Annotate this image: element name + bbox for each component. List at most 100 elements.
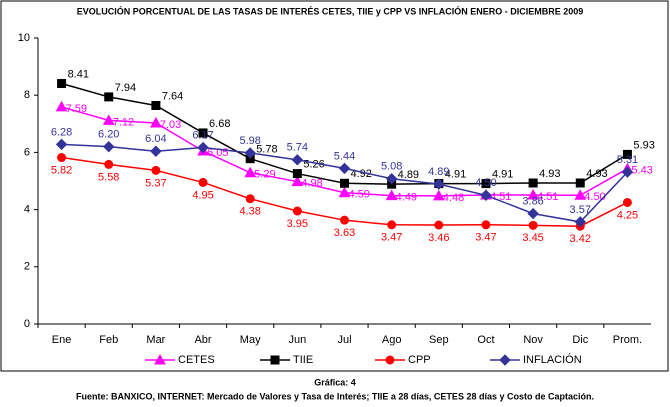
marker (292, 206, 302, 216)
data-label: 4.91 (445, 168, 466, 180)
marker (198, 128, 208, 138)
data-label: 6.68 (209, 118, 230, 130)
data-label: 3.63 (334, 227, 355, 239)
marker (574, 189, 587, 200)
data-label: 5.58 (98, 171, 119, 183)
legend-label: TIIE (293, 354, 313, 366)
marker (151, 100, 161, 110)
legend-label: CETES (178, 354, 215, 366)
marker (244, 147, 256, 159)
marker (340, 215, 349, 225)
marker (432, 189, 445, 201)
marker (385, 189, 398, 201)
data-label: 5.98 (239, 135, 260, 147)
data-label: 3.47 (381, 232, 402, 244)
x-tick-label: Ago (382, 334, 402, 346)
x-tick-label: Nov (523, 334, 543, 346)
marker (621, 166, 634, 178)
chart-title: EVOLUCIÓN PORCENTUAL DE LAS TASAS DE INT… (77, 5, 584, 16)
data-label: 4.50 (475, 177, 496, 189)
data-label: 5.93 (633, 139, 654, 151)
data-label: 6.04 (145, 133, 166, 145)
x-tick-label: Jun (288, 334, 306, 346)
data-label: 4.95 (192, 189, 213, 201)
data-label: 4.89 (428, 166, 449, 178)
marker (528, 178, 538, 188)
data-label: 7.64 (162, 90, 183, 102)
marker (527, 188, 539, 200)
chart-border (0, 0, 669, 372)
marker (480, 189, 492, 202)
source: Fuente: BANXICO, INTERNET: Mercado de Va… (76, 391, 594, 401)
marker (385, 173, 398, 185)
marker (291, 154, 304, 166)
data-label: 5.31 (617, 154, 638, 166)
data-label: 3.47 (475, 232, 496, 244)
data-label: 3.42 (570, 233, 591, 245)
data-label: 6.28 (51, 126, 72, 138)
marker (245, 194, 255, 204)
marker (434, 220, 444, 230)
marker (622, 149, 632, 159)
data-label: 5.29 (254, 169, 275, 181)
data-label: 8.41 (68, 68, 89, 80)
x-tick-label: May (240, 334, 261, 346)
data-label: 4.91 (492, 168, 513, 180)
data-label: 3.45 (522, 232, 543, 244)
data-label: 5.08 (381, 161, 402, 173)
marker (622, 197, 632, 207)
x-tick-label: Sep (429, 334, 449, 346)
marker (291, 175, 304, 187)
marker (528, 220, 538, 230)
marker (198, 177, 208, 187)
x-tick-label: Ene (52, 334, 72, 346)
legend-marker (499, 354, 511, 366)
data-label: 4.50 (584, 191, 605, 203)
data-label: 7.03 (160, 119, 181, 131)
data-label: 4.59 (349, 189, 370, 201)
data-label: 3.95 (287, 218, 308, 230)
data-label: 4.98 (301, 177, 322, 189)
marker (292, 169, 302, 179)
data-label: 4.51 (490, 191, 511, 203)
data-label: 4.49 (396, 191, 417, 203)
marker (481, 179, 491, 189)
y-tick-label: 10 (18, 32, 30, 44)
data-label: 3.46 (428, 232, 449, 244)
marker (197, 141, 209, 154)
data-label: 7.12 (113, 116, 134, 128)
marker (244, 166, 257, 178)
y-tick-label: 0 (24, 318, 30, 330)
data-label: 5.43 (631, 165, 652, 177)
marker (387, 220, 397, 230)
marker (150, 145, 162, 157)
marker (104, 159, 114, 169)
marker (104, 92, 114, 102)
x-tick-label: Dic (572, 334, 588, 346)
data-label: 5.78 (256, 144, 277, 156)
marker (338, 162, 351, 175)
marker (433, 178, 445, 190)
marker (527, 207, 539, 220)
data-label: 3.86 (522, 196, 543, 208)
data-label: 7.59 (66, 103, 87, 115)
data-label: 3.57 (570, 204, 591, 216)
data-label: 5.44 (334, 150, 355, 162)
data-label: 4.89 (398, 169, 419, 181)
y-tick-label: 4 (24, 204, 30, 216)
data-label: 4.51 (537, 191, 558, 203)
marker (57, 78, 67, 88)
legend-label: INFLACIÓN (523, 353, 582, 366)
x-tick-label: Prom. (613, 334, 642, 346)
marker (575, 178, 585, 188)
caption: Gráfica: 4 (314, 377, 356, 387)
marker (55, 138, 68, 151)
x-tick-label: Feb (99, 334, 118, 346)
marker (103, 140, 115, 153)
marker (102, 114, 115, 125)
data-label: 4.93 (586, 168, 607, 180)
marker (150, 116, 162, 128)
legend-label: CPP (408, 354, 431, 366)
legend-marker (270, 355, 280, 365)
